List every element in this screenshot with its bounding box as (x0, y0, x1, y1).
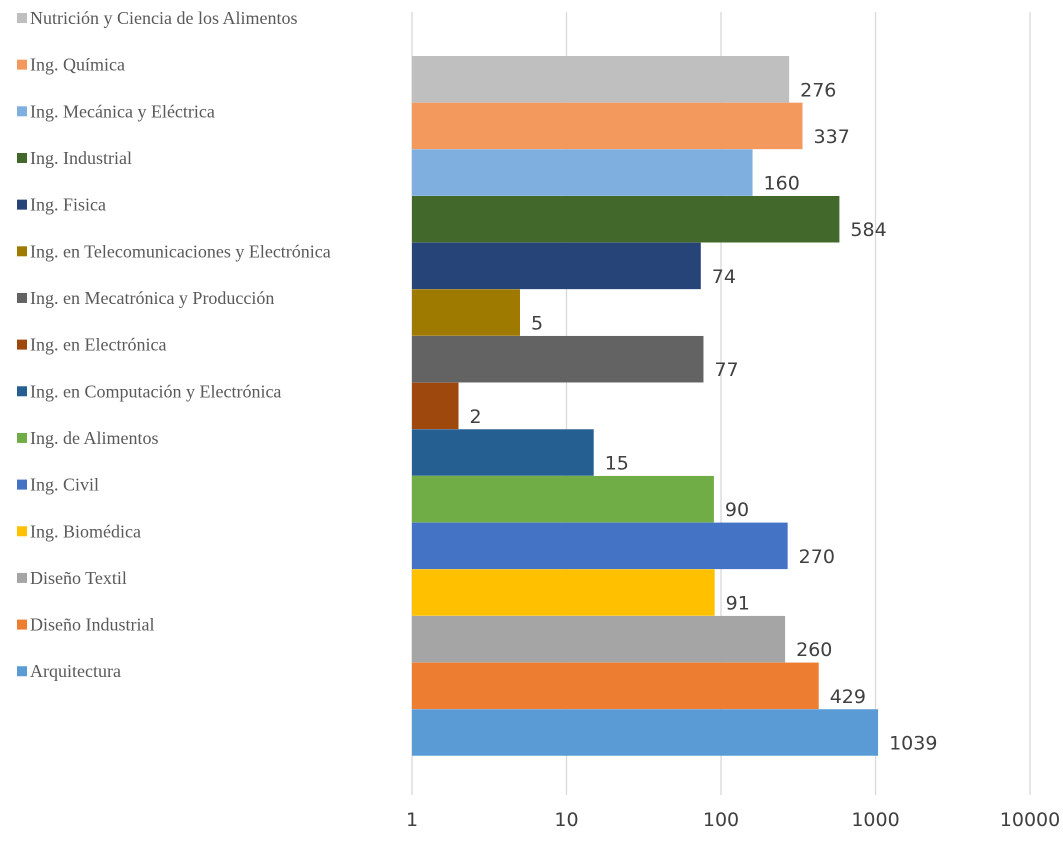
legend-swatch-12 (17, 572, 27, 583)
x-tick-label-10: 10 (554, 809, 578, 831)
legend-swatch-2 (17, 106, 27, 117)
legend-label-7: Ing. en Electrónica (30, 335, 166, 355)
legend-label-10: Ing. Civil (30, 475, 99, 495)
data-labels: 276 337 160 584 74 5 77 2 15 90 270 91 260 429 1039 (470, 79, 938, 754)
legend-label-14: Arquitectura (30, 661, 121, 681)
legend-label-4: Ing. Fisica (30, 195, 106, 215)
x-tick-label-10000: 10000 (1000, 809, 1060, 831)
bar-12 (412, 615, 786, 663)
data-label-1: 337 (814, 126, 850, 148)
data-label-6: 77 (714, 359, 738, 381)
bar-10 (412, 522, 788, 570)
bar-2 (412, 149, 753, 196)
data-label-7: 2 (470, 406, 482, 428)
legend-swatch-5 (17, 246, 27, 257)
data-label-13: 429 (830, 686, 866, 708)
legend: Nutrición y Ciencia de los Alimentos Ing.… (17, 8, 331, 681)
data-label-8: 15 (605, 453, 629, 475)
legend-swatch-3 (17, 152, 27, 163)
data-label-9: 90 (725, 499, 749, 521)
x-tick-label-1000: 1000 (851, 809, 899, 831)
data-label-4: 74 (712, 266, 736, 288)
legend-label-1: Ing. Química (30, 55, 125, 75)
bar-13 (412, 662, 819, 710)
legend-label-11: Ing. Biomédica (30, 521, 141, 541)
bar-7 (412, 382, 459, 430)
bar-14 (412, 709, 879, 756)
x-axis: 1 10 100 1000 10000 (406, 809, 1060, 831)
bar-8 (412, 429, 594, 476)
bars (412, 56, 879, 756)
data-label-3: 584 (850, 219, 886, 241)
legend-label-0: Nutrición y Ciencia de los Alimentos (30, 8, 297, 28)
bar-11 (412, 569, 715, 616)
legend-label-6: Ing. en Mecatrónica y Producción (30, 288, 274, 308)
data-label-12: 260 (796, 639, 832, 661)
data-label-10: 270 (799, 546, 835, 568)
legend-swatch-11 (17, 526, 27, 537)
bar-5 (412, 289, 520, 336)
bar-3 (412, 195, 840, 243)
data-label-11: 91 (726, 593, 750, 615)
legend-swatch-7 (17, 339, 27, 350)
legend-swatch-10 (17, 479, 27, 490)
legend-swatch-1 (17, 59, 27, 70)
x-tick-label-100: 100 (703, 809, 739, 831)
bar-6 (412, 335, 704, 383)
legend-swatch-9 (17, 432, 27, 443)
legend-label-2: Ing. Mecánica y Eléctrica (30, 101, 215, 121)
bar-4 (412, 242, 701, 290)
bar-9 (412, 475, 714, 523)
data-label-5: 5 (531, 313, 543, 335)
bar-0 (412, 56, 790, 103)
legend-label-12: Diseño Textil (30, 568, 127, 588)
legend-label-5: Ing. en Telecomunicaciones y Electrónica (30, 241, 331, 261)
legend-swatch-8 (17, 386, 27, 397)
legend-label-13: Diseño Industrial (30, 615, 154, 635)
legend-swatch-4 (17, 199, 27, 210)
legend-label-8: Ing. en Computación y Electrónica (30, 381, 281, 401)
legend-swatch-0 (17, 13, 27, 23)
legend-swatch-6 (17, 292, 27, 303)
legend-swatch-13 (17, 619, 27, 630)
x-tick-label-1: 1 (406, 809, 418, 831)
data-label-2: 160 (764, 173, 800, 195)
data-label-0: 276 (800, 79, 836, 101)
legend-label-9: Ing. de Alimentos (30, 428, 159, 448)
bar-1 (412, 102, 803, 150)
legend-label-3: Ing. Industrial (30, 148, 132, 168)
legend-swatch-14 (17, 666, 27, 677)
data-label-14: 1039 (889, 732, 937, 754)
